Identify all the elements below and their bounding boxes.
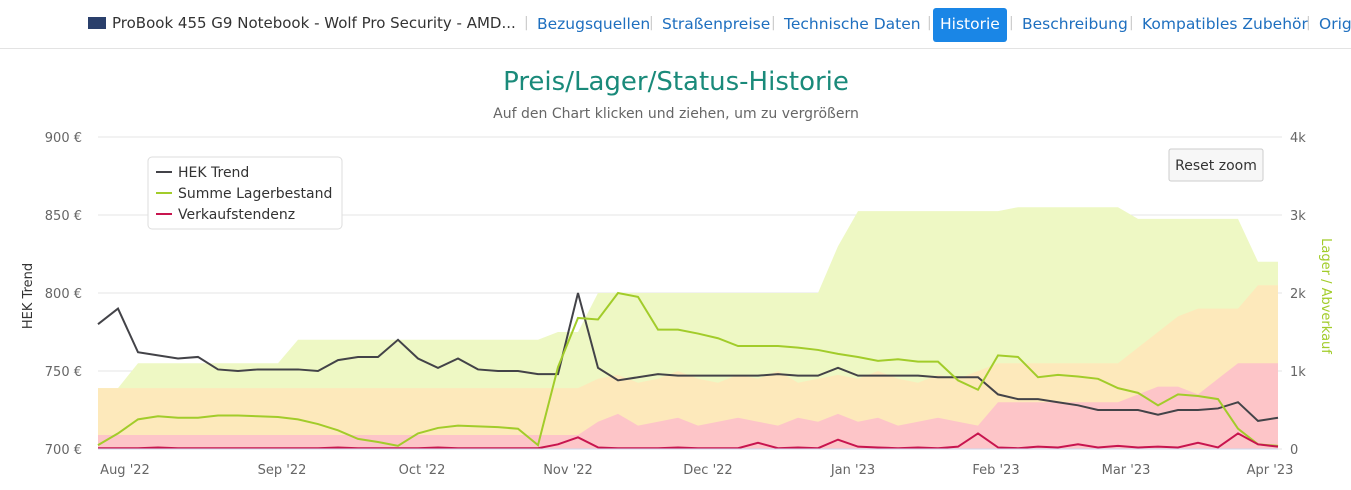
- x-tick-label: Mar '23: [1102, 463, 1151, 478]
- background-area: [98, 363, 1278, 449]
- nav-tab[interactable]: Orig: [1319, 15, 1351, 33]
- legend-label[interactable]: Summe Lagerbestand: [178, 186, 332, 202]
- product-title[interactable]: ProBook 455 G9 Notebook - Wolf Pro Secur…: [112, 14, 516, 32]
- y-axis-label: HEK Trend: [21, 263, 36, 329]
- nav-separator: |: [524, 15, 529, 31]
- chart-subtitle: Auf den Chart klicken und ziehen, um zu …: [493, 106, 859, 122]
- nav-tab[interactable]: Historie: [933, 8, 1007, 42]
- y-tick-label: 850 €: [45, 209, 82, 224]
- x-tick-label: Oct '22: [399, 463, 446, 478]
- x-tick-label: Apr '23: [1247, 463, 1294, 478]
- legend-box: [147, 156, 343, 230]
- x-tick-label: Nov '22: [543, 463, 593, 478]
- reset-zoom-label[interactable]: Reset zoom: [1175, 158, 1257, 174]
- y-tick-label: 700 €: [45, 443, 82, 458]
- y2-tick-label: 0: [1290, 443, 1298, 458]
- nav-tab[interactable]: Kompatibles Zubehör: [1142, 15, 1308, 33]
- y-tick-label: 900 €: [45, 131, 82, 146]
- series-line: [97, 291, 1279, 447]
- nav-separator: |: [927, 15, 932, 31]
- y-tick-label: 750 €: [45, 365, 82, 380]
- reset-zoom-button[interactable]: [1168, 148, 1264, 182]
- nav-tab[interactable]: Beschreibung: [1022, 15, 1128, 33]
- y-tick-label: 800 €: [45, 287, 82, 302]
- nav-separator: |: [1129, 15, 1134, 31]
- y2-axis-label: Lager / Abverkauf: [1318, 238, 1333, 354]
- series-line: [97, 292, 1279, 422]
- x-tick-label: Dec '22: [683, 463, 732, 478]
- y2-tick-label: 4k: [1290, 131, 1306, 146]
- nav-tab[interactable]: Straßenpreise: [662, 15, 771, 33]
- series-line: [98, 432, 1279, 450]
- legend-label[interactable]: HEK Trend: [178, 165, 249, 181]
- nav-separator: |: [771, 15, 776, 31]
- y2-tick-label: 2k: [1290, 287, 1306, 302]
- nav-tab[interactable]: Bezugsquellen: [537, 15, 651, 33]
- y2-tick-label: 3k: [1290, 209, 1306, 224]
- x-tick-label: Aug '22: [100, 463, 150, 478]
- y2-tick-label: 1k: [1290, 365, 1306, 380]
- nav-separator: |: [649, 15, 654, 31]
- x-tick-label: Sep '22: [258, 463, 307, 478]
- product-name[interactable]: ProBook 455 G9 Notebook - Wolf Pro Secur…: [88, 14, 516, 32]
- x-tick-label: Jan '23: [830, 463, 875, 478]
- nav-separator: |: [1306, 15, 1311, 31]
- background-area: [98, 285, 1278, 449]
- legend-label[interactable]: Verkaufstendenz: [178, 207, 295, 223]
- nav-tab[interactable]: Technische Daten: [784, 15, 921, 33]
- chart-title: Preis/Lager/Status-Historie: [503, 67, 849, 97]
- nav-bar: ProBook 455 G9 Notebook - Wolf Pro Secur…: [0, 0, 1351, 49]
- nav-separator: |: [1009, 15, 1014, 31]
- x-tick-label: Feb '23: [972, 463, 1019, 478]
